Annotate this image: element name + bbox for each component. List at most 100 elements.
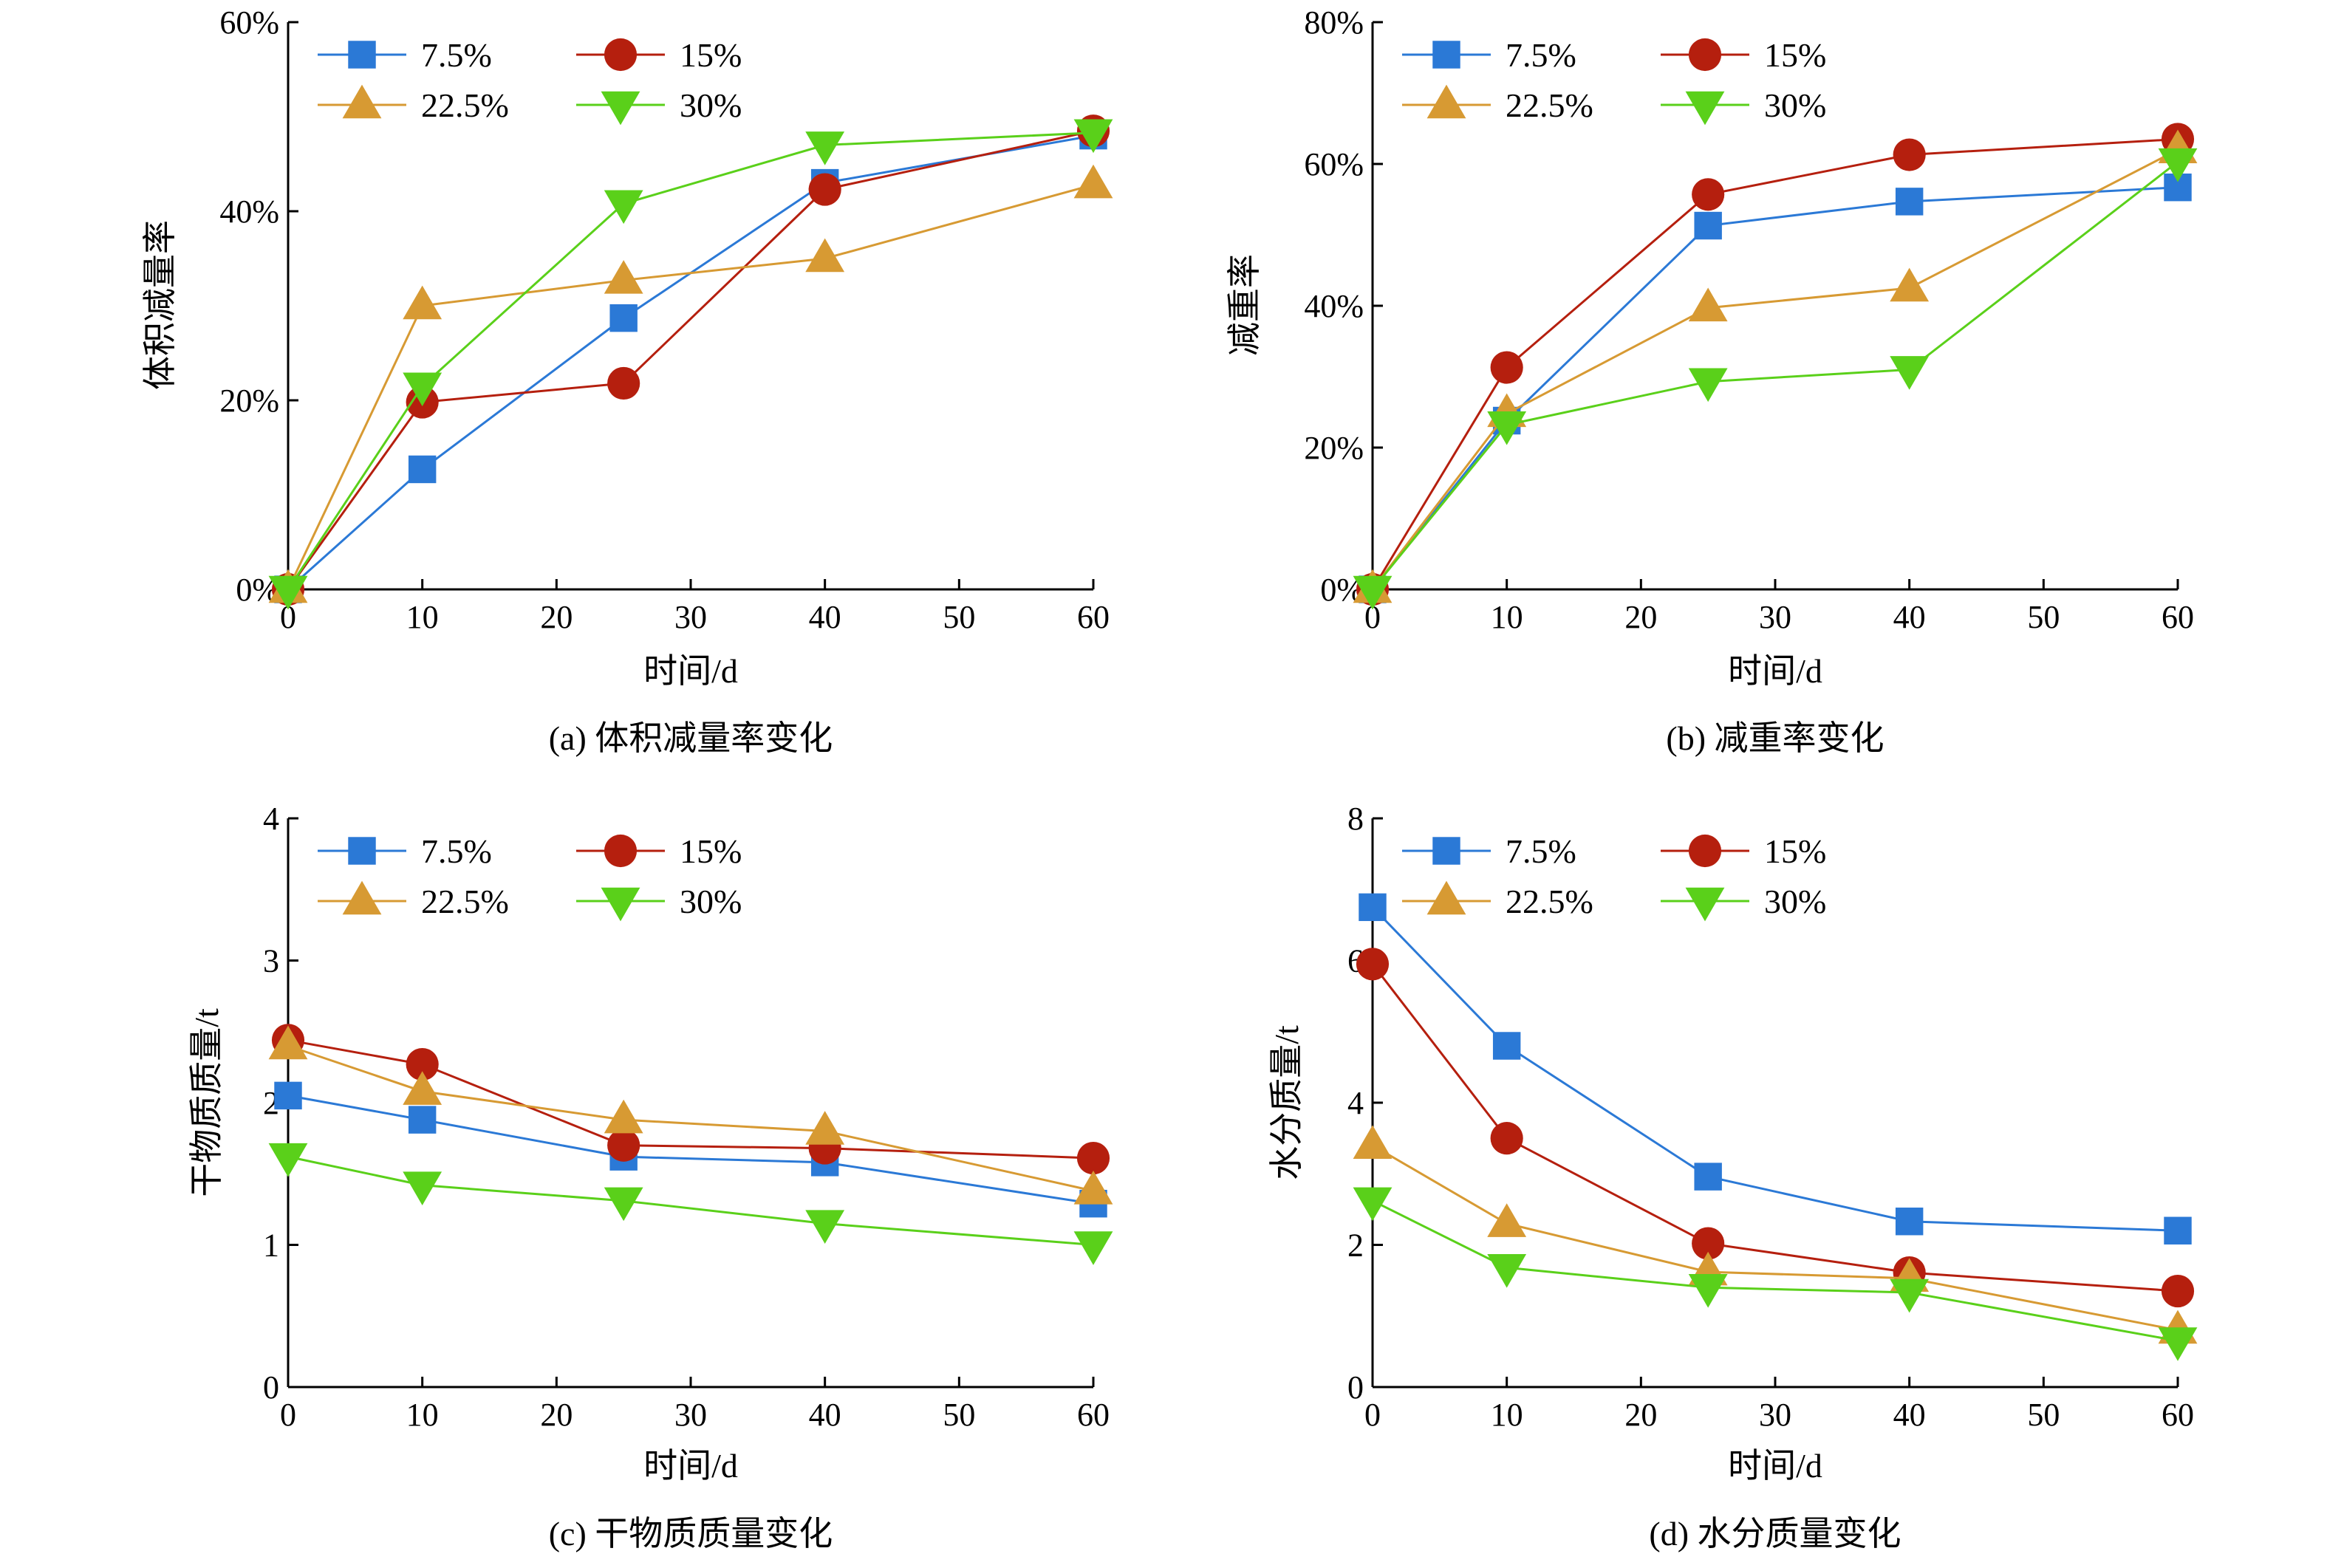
legend-label: 30% [1764, 86, 1826, 124]
series-line [287, 134, 1094, 591]
panel-b-plot: 0 10 20 30 40 50 600%20%40%60%80%7.5% 15%22.5% 3… [1304, 4, 2198, 635]
y-tick-label: 60% [219, 4, 279, 41]
data-point [805, 238, 845, 273]
panel-a-ylabel: 体积减量率 [141, 220, 179, 390]
data-point [609, 304, 638, 332]
x-tick-label: 10 [1491, 599, 1523, 635]
legend-label: 22.5% [1506, 86, 1593, 124]
y-tick-label: 3 [263, 943, 279, 979]
data-point [1694, 211, 1722, 240]
data-point [1073, 1231, 1113, 1265]
panel-b: 0 10 20 30 40 50 600%20%40%60%80%7.5% 15%22.5% 3… [1226, 4, 2198, 757]
y-tick-label: 80% [1304, 4, 1364, 41]
data-point [1694, 1163, 1722, 1191]
panel-d-caption: (d) 水分质量变化 [1649, 1515, 1901, 1552]
y-tick-label: 60% [1304, 146, 1364, 182]
legend-label: 7.5% [1506, 36, 1576, 74]
panel-a-plot: 0 10 20 30 40 50 600%20%40%60%7.5% 15%22.5% 30% [219, 4, 1113, 635]
legend-label: 22.5% [1506, 883, 1593, 920]
legend-marker [1685, 91, 1725, 126]
x-tick-label: 0 [1364, 599, 1381, 635]
data-point [604, 1099, 643, 1134]
x-tick-label: 60 [2162, 1397, 2194, 1433]
y-tick-label: 0 [1347, 1369, 1364, 1406]
data-point [403, 372, 442, 407]
panel-b-caption: (b) 减重率变化 [1666, 719, 1884, 757]
legend-label: 7.5% [1506, 832, 1576, 870]
x-tick-label: 60 [2162, 599, 2194, 635]
legend-marker [348, 41, 376, 69]
y-tick-label: 4 [1347, 1085, 1364, 1121]
data-point [268, 1025, 308, 1060]
legend-label: 15% [1764, 832, 1826, 870]
data-point [1688, 368, 1728, 403]
data-point [1890, 356, 1930, 390]
x-tick-label: 50 [943, 1397, 975, 1433]
y-tick-label: 8 [1347, 801, 1364, 837]
legend-marker [601, 887, 640, 922]
legend-label: 30% [680, 86, 742, 124]
legend-marker [1688, 834, 1722, 868]
x-tick-label: 30 [674, 599, 707, 635]
legend-label: 30% [680, 883, 742, 920]
panel-c-xlabel: 时间/d [643, 1447, 738, 1485]
x-tick-label: 40 [809, 1397, 841, 1433]
data-point [1487, 1203, 1527, 1237]
panel-a-caption: (a) 体积减量率变化 [549, 719, 833, 757]
legend-label: 30% [1764, 883, 1826, 920]
panel-a: 0 10 20 30 40 50 600%20%40%60%7.5% 15%22.5% 30% … [141, 4, 1113, 757]
data-point [403, 1171, 442, 1206]
panel-c-caption: (c) 干物质质量变化 [549, 1515, 833, 1552]
panel-b-xlabel: 时间/d [1728, 652, 1822, 690]
x-tick-label: 10 [406, 599, 439, 635]
legend-marker [1432, 41, 1460, 69]
data-point [805, 131, 845, 165]
legend-marker [1432, 837, 1460, 865]
series-line [287, 1155, 1094, 1246]
data-point [274, 1081, 302, 1110]
legend-marker [1685, 887, 1725, 922]
x-tick-label: 20 [540, 1397, 573, 1433]
legend-label: 7.5% [421, 832, 492, 870]
data-point [1073, 1170, 1113, 1205]
legend-label: 15% [1764, 36, 1826, 74]
data-point [607, 366, 640, 400]
data-point [268, 1143, 308, 1177]
series-line [1371, 963, 2179, 1293]
data-point [604, 260, 643, 294]
x-tick-label: 0 [280, 1397, 296, 1433]
y-tick-label: 4 [263, 801, 279, 837]
data-point [1895, 1208, 1924, 1236]
data-point [2161, 1274, 2195, 1308]
data-point [1487, 411, 1527, 445]
x-tick-label: 50 [2027, 1397, 2060, 1433]
panel-b-ylabel: 减重率 [1226, 254, 1263, 356]
data-point [403, 1071, 442, 1105]
data-point [2158, 148, 2198, 182]
data-point [805, 1111, 845, 1145]
x-tick-label: 0 [280, 599, 296, 635]
legend-marker [601, 91, 640, 126]
y-tick-label: 40% [1304, 288, 1364, 324]
data-point [808, 173, 841, 206]
data-point [1692, 178, 1725, 211]
legend-marker [604, 834, 638, 868]
series-line [287, 183, 1094, 590]
y-tick-label: 20% [1304, 430, 1364, 466]
y-tick-label: 20% [219, 383, 279, 419]
x-tick-label: 20 [1624, 1397, 1657, 1433]
legend-marker [1426, 84, 1466, 119]
y-tick-label: 0 [263, 1369, 279, 1406]
x-tick-label: 40 [1893, 599, 1926, 635]
legend-marker [348, 837, 376, 865]
panel-c-ylabel: 干物质质量/t [188, 1008, 225, 1197]
y-tick-label: 40% [219, 194, 279, 230]
legend-label: 22.5% [421, 883, 509, 920]
data-point [1359, 893, 1387, 922]
data-point [268, 575, 308, 610]
